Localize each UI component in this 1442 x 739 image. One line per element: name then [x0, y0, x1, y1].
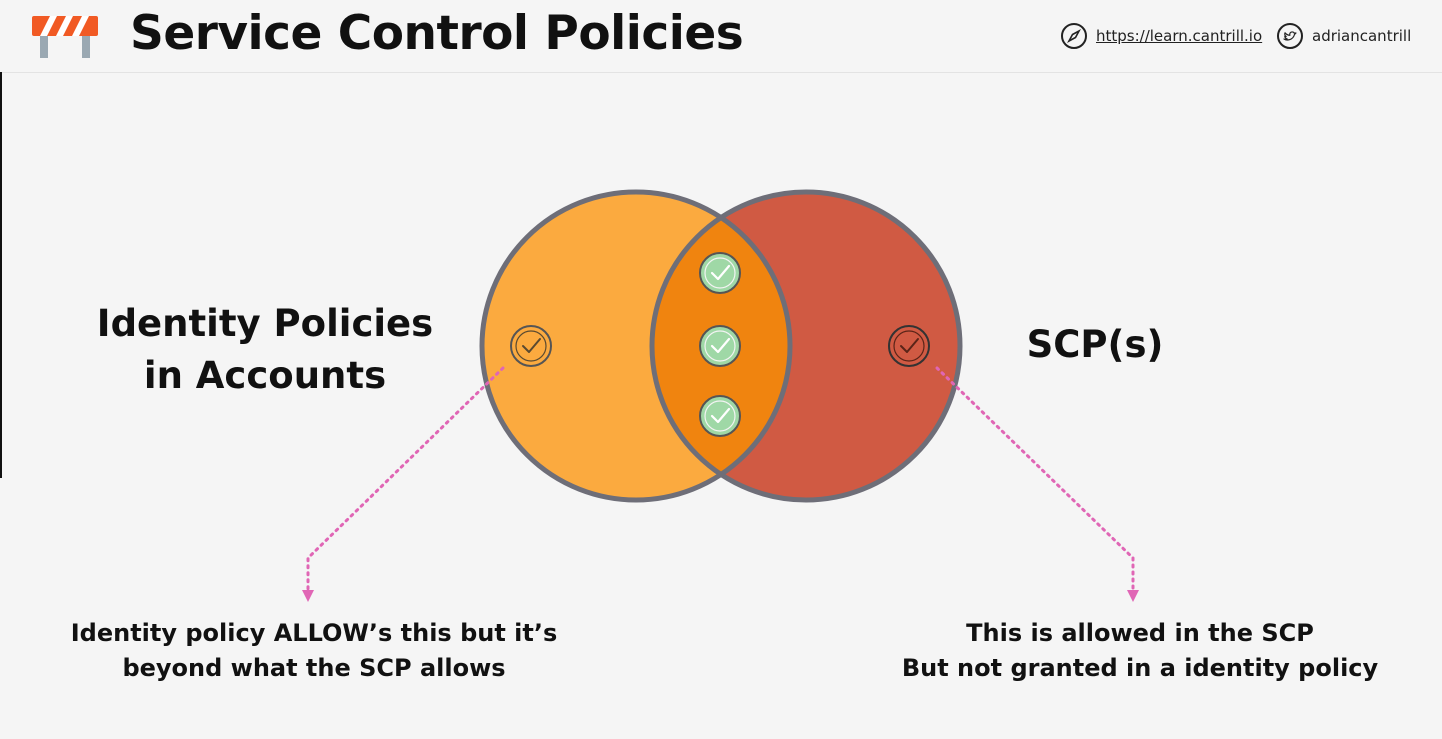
road-barrier-icon: [32, 16, 98, 58]
check-icon: [699, 325, 741, 367]
scp-only-caption: This is allowed in the SCP But not grant…: [901, 619, 1379, 682]
page-title: Service Control Policies: [130, 6, 744, 61]
scp-circle-outline: [649, 189, 963, 503]
right-arrow: [935, 366, 1139, 602]
identity-policies-label: Identity Policies in Accounts: [96, 302, 434, 397]
website-url[interactable]: https://learn.cantrill.io: [1096, 27, 1263, 45]
check-icon: [699, 252, 741, 294]
identity-circle-outline: [479, 189, 793, 503]
scp-label: SCP(s): [1026, 323, 1164, 366]
website-link[interactable]: https://learn.cantrill.io: [1060, 22, 1262, 50]
identity-only-check-icon: [510, 325, 552, 367]
header: Service Control Policies https://learn.c…: [0, 0, 1442, 73]
scp-only-check-icon: [888, 325, 930, 367]
twitter-handle[interactable]: adriancantrill: [1312, 27, 1412, 45]
left-arrow: [302, 366, 505, 602]
left-edge-bar: [0, 72, 2, 478]
check-icon: [699, 395, 741, 437]
twitter-link[interactable]: adriancantrill: [1276, 22, 1411, 50]
identity-only-caption: Identity policy ALLOW’s this but it’s be…: [70, 619, 558, 682]
twitter-icon: [1277, 23, 1303, 49]
compass-icon: [1061, 23, 1087, 49]
